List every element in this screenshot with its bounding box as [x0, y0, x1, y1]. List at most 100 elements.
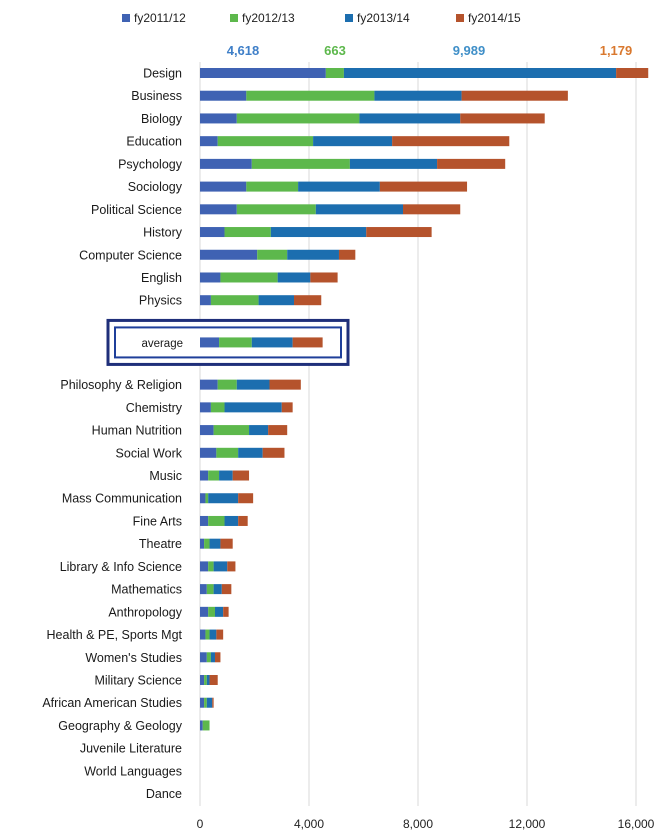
bar-segment-fy2013-14: [315, 204, 404, 215]
bar-segment-fy2014-15: [238, 515, 248, 526]
bar-segment-fy2011-12: [200, 379, 218, 390]
bar-segment-fy2013-14: [277, 272, 311, 283]
bar-segment-fy2014-15: [214, 652, 221, 663]
bar-row-theatre: [200, 538, 233, 549]
bar-segment-fy2011-12: [200, 113, 237, 124]
bar-segment-fy2013-14: [313, 136, 393, 147]
category-label: English: [141, 271, 182, 285]
bar-segment-fy2011-12: [200, 181, 247, 192]
bar-row-mass-communication: [200, 493, 254, 504]
bar-row-music: [200, 470, 250, 481]
category-label: Women's Studies: [85, 651, 182, 665]
legend-swatch: [230, 14, 238, 22]
bar-row-history: [200, 227, 432, 238]
bar-segment-fy2011-12: [200, 204, 237, 215]
category-label: Social Work: [116, 446, 183, 460]
bar-segment-fy2011-12: [200, 68, 326, 78]
bar-segment-fy2014-15: [227, 561, 236, 572]
bar-segment-fy2011-12: [200, 295, 211, 306]
bar-row-political-science: [200, 204, 461, 215]
category-label: Dance: [146, 787, 182, 801]
bar-segment-fy2012-13: [204, 538, 210, 549]
bar-segment-fy2012-13: [208, 606, 215, 617]
bar-segment-fy2011-12: [200, 606, 209, 617]
bar-row-fine-arts: [200, 515, 248, 526]
data-labels: 4,618 663 9,989 1,179: [227, 43, 633, 58]
bar-segment-fy2013-14: [249, 425, 269, 436]
bar-segment-fy2014-15: [212, 697, 214, 708]
bar-row-computer-science: [200, 249, 356, 260]
bar-segment-fy2014-15: [220, 538, 233, 549]
x-axis-tick-labels: 0 4,000 8,000 12,000 16,000: [197, 817, 655, 831]
x-tick-label: 0: [197, 817, 204, 831]
bar-row-philosophy-and-religion: [200, 379, 301, 390]
bar-segment-fy2012-13: [208, 470, 220, 481]
bar-segment-fy2014-15: [403, 204, 461, 215]
bar-segment-fy2012-13: [257, 249, 288, 260]
legend: fy2011/12 fy2012/13 fy2013/14 fy2014/15: [122, 11, 521, 25]
category-label: Biology: [141, 112, 183, 126]
bar-row-business: [200, 90, 568, 101]
bar-segment-fy2013-14: [298, 181, 380, 192]
bar-segment-fy2013-14: [343, 68, 617, 78]
legend-label: fy2012/13: [242, 11, 295, 25]
bar-segment-fy2014-15: [232, 470, 250, 481]
bar-segment-fy2013-14: [213, 561, 228, 572]
bar-segment-fy2014-15: [281, 402, 293, 413]
bar-segment-fy2011-12: [200, 584, 207, 595]
category-label: Human Nutrition: [92, 424, 182, 438]
category-label: average: [141, 338, 183, 350]
bar-segment-fy2014-15: [616, 68, 649, 78]
bar-segment-fy2014-15: [366, 227, 432, 238]
category-label: Geography & Geology: [58, 719, 182, 733]
category-label: History: [143, 226, 183, 240]
category-label: Education: [126, 135, 182, 149]
bar-segment-fy2013-14: [209, 538, 221, 549]
bar-segment-fy2012-13: [205, 629, 210, 640]
category-label: Psychology: [118, 157, 183, 171]
bar-segment-fy2014-15: [338, 249, 356, 260]
bar-row-sociology: [200, 181, 468, 192]
category-label: Music: [149, 469, 182, 483]
bar-segment-fy2013-14: [251, 337, 293, 348]
bar-row-design: [200, 68, 649, 78]
category-label: African American Studies: [42, 696, 182, 710]
bar-segment-fy2014-15: [216, 629, 224, 640]
bar-segment-fy2011-12: [200, 158, 252, 169]
data-label: 1,179: [600, 43, 633, 58]
bar-row-military-science: [200, 675, 218, 685]
bar-row-african-american-studies: [200, 697, 214, 708]
x-tick-label: 4,000: [294, 817, 324, 831]
bar-row-library-and-info-science: [200, 561, 236, 572]
bar-segment-fy2012-13: [210, 295, 259, 306]
bar-segment-fy2013-14: [206, 697, 213, 708]
bar-row-women-s-studies: [200, 652, 221, 663]
bar-segment-fy2013-14: [238, 447, 263, 458]
bar-segment-fy2014-15: [294, 295, 322, 306]
bar-segment-fy2012-13: [208, 561, 214, 572]
bar-segment-fy2011-12: [200, 227, 225, 238]
bar-segment-fy2014-15: [209, 675, 218, 685]
category-label: Fine Arts: [133, 514, 182, 528]
bar-segment-fy2013-14: [224, 515, 239, 526]
category-label: Military Science: [94, 674, 182, 688]
category-label: Design: [143, 67, 182, 81]
bar-segment-fy2012-13: [246, 90, 375, 101]
bar-segment-fy2013-14: [213, 584, 222, 595]
bar-segment-fy2011-12: [200, 538, 205, 549]
bar-segment-fy2011-12: [200, 493, 206, 504]
category-label: Anthropology: [108, 605, 182, 619]
legend-label: fy2013/14: [357, 11, 410, 25]
bar-segment-fy2013-14: [349, 158, 438, 169]
bar-segment-fy2011-12: [200, 90, 247, 101]
bar-segment-fy2012-13: [217, 136, 314, 147]
data-label: 4,618: [227, 43, 260, 58]
bar-segment-fy2014-15: [269, 379, 301, 390]
bar-segment-fy2014-15: [379, 181, 468, 192]
bar-segment-fy2014-15: [460, 113, 545, 124]
bar-row-health-and-pe-sports-mgt: [200, 629, 224, 640]
bar-segment-fy2014-15: [262, 447, 285, 458]
bar-segment-fy2012-13: [216, 447, 239, 458]
bar-row-anthropology: [200, 606, 229, 617]
